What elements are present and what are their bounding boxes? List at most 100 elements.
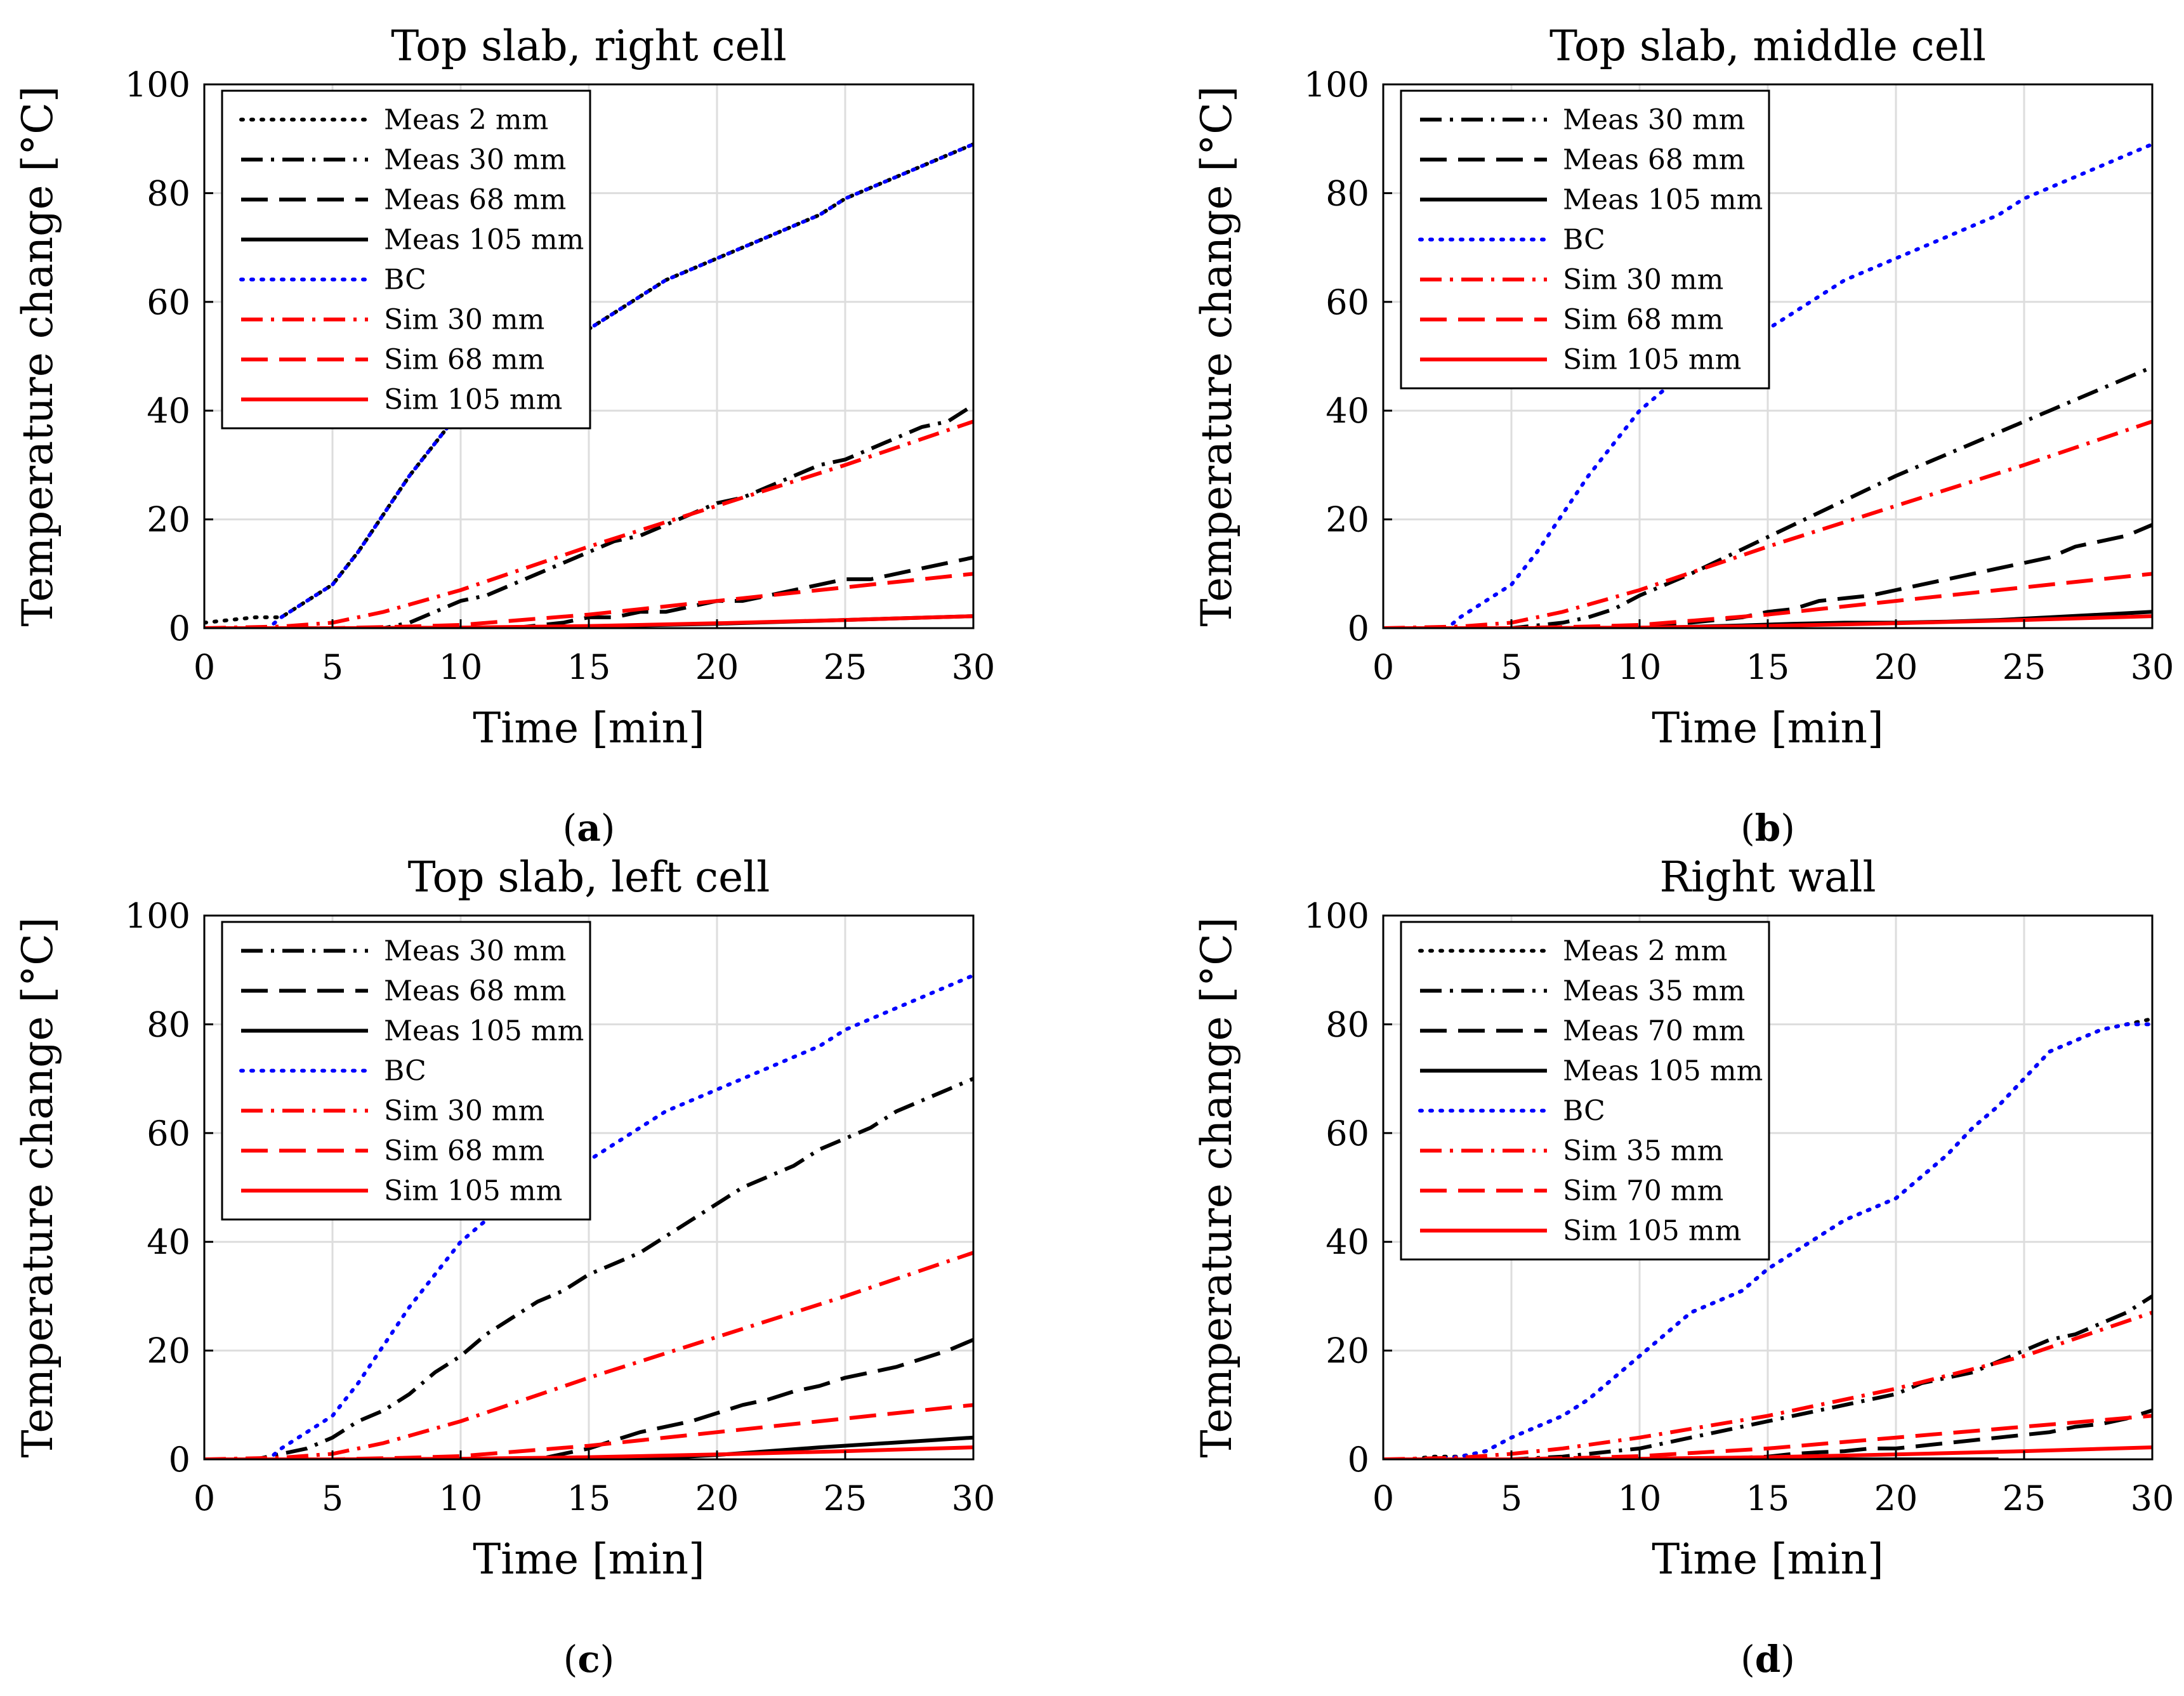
x-tick-label: 15 <box>567 1478 611 1518</box>
x-tick-label: 0 <box>1372 647 1394 687</box>
legend-label: Meas 70 mm <box>1563 1015 1745 1048</box>
series-line-sim-30-mm <box>1383 419 2152 628</box>
legend-label: Sim 105 mm <box>384 384 562 416</box>
legend: Meas 2 mm Meas 35 mm Meas 70 mm Meas 105 mm… <box>1400 921 1770 1261</box>
legend-label: Meas 105 mm <box>384 224 584 256</box>
y-tick-label: 60 <box>147 282 190 322</box>
legend-label: Sim 30 mm <box>384 304 544 336</box>
y-tick-label: 0 <box>1348 1440 1369 1480</box>
series-line-meas-30-mm <box>204 404 973 628</box>
caption-close-paren: ) <box>1780 1638 1795 1681</box>
x-tick-label: 5 <box>1501 1478 1522 1518</box>
legend: Meas 30 mm Meas 68 mm Meas 105 mm BC Sim 30 … <box>221 921 591 1221</box>
x-axis-label: Time [min] <box>473 704 704 753</box>
series-line-meas-68-mm <box>204 1338 973 1459</box>
x-tick-label: 25 <box>2003 1478 2046 1518</box>
x-tick-label: 25 <box>824 647 867 687</box>
x-tick-label: 0 <box>194 1478 215 1518</box>
y-tick-label: 60 <box>1326 282 1369 322</box>
legend-label: Sim 105 mm <box>1563 1215 1741 1247</box>
legend-label: BC <box>1563 1095 1605 1127</box>
x-tick-label: 5 <box>1501 647 1522 687</box>
caption-letter: d <box>1755 1638 1781 1681</box>
caption-close-paren: ) <box>600 1638 615 1681</box>
panel-caption: (a) <box>563 806 615 850</box>
legend-label: Sim 70 mm <box>1563 1175 1723 1207</box>
legend: Meas 2 mm Meas 30 mm Meas 68 mm Meas 105 mm… <box>221 89 591 430</box>
y-tick-label: 80 <box>147 1004 190 1044</box>
caption-letter: b <box>1755 806 1781 850</box>
x-tick-label: 30 <box>952 647 996 687</box>
caption-open-paren: ( <box>563 1638 578 1681</box>
series-line-sim-70-mm <box>1383 1414 2152 1459</box>
legend-label: Sim 105 mm <box>1563 344 1741 376</box>
x-tick-label: 10 <box>439 647 483 687</box>
caption-open-paren: ( <box>563 806 577 850</box>
series-line-bc <box>1383 1022 2152 1459</box>
y-tick-label: 100 <box>125 896 190 936</box>
legend-label: Sim 68 mm <box>384 344 544 376</box>
legend-label: Meas 68 mm <box>384 184 566 216</box>
caption-close-paren: ) <box>1780 806 1795 850</box>
y-axis-label: Temperature change [°C] <box>1192 86 1241 627</box>
y-axis-label: Temperature change [°C] <box>1192 917 1241 1458</box>
x-tick-label: 10 <box>1618 647 1662 687</box>
series-line-sim-68-mm <box>204 572 973 628</box>
legend-label: Meas 30 mm <box>384 935 566 968</box>
panel-caption: (c) <box>563 1638 615 1681</box>
y-tick-label: 40 <box>147 1222 190 1262</box>
y-tick-label: 0 <box>169 1440 190 1480</box>
legend-label: Sim 30 mm <box>384 1095 544 1127</box>
y-tick-label: 80 <box>1326 173 1369 213</box>
series-line-sim-68-mm <box>204 1403 973 1459</box>
y-tick-label: 60 <box>147 1114 190 1154</box>
y-tick-label: 20 <box>147 1331 190 1371</box>
series-line-sim-35-mm <box>1383 1310 2152 1459</box>
x-tick-label: 15 <box>1746 1478 1790 1518</box>
series-line-sim-68-mm <box>1383 572 2152 628</box>
x-tick-label: 10 <box>439 1478 483 1518</box>
series-line-meas-30-mm <box>204 1077 973 1459</box>
legend-label: Meas 30 mm <box>1563 104 1745 136</box>
y-axis-label: Temperature change [°C] <box>13 86 62 627</box>
panel-caption: (b) <box>1740 806 1795 850</box>
y-tick-label: 20 <box>147 500 190 540</box>
y-tick-label: 40 <box>1326 391 1369 431</box>
x-tick-label: 25 <box>824 1478 867 1518</box>
x-tick-label: 5 <box>322 1478 343 1518</box>
series-line-meas-35-mm <box>1383 1294 2152 1459</box>
y-tick-label: 80 <box>1326 1004 1369 1044</box>
panel-caption: (d) <box>1740 1638 1795 1681</box>
x-tick-label: 15 <box>567 647 611 687</box>
caption-open-paren: ( <box>1740 806 1755 850</box>
caption-letter: c <box>577 1638 600 1681</box>
y-tick-label: 100 <box>1304 896 1369 936</box>
x-tick-label: 5 <box>322 647 343 687</box>
panel-title: Top slab, middle cell <box>1549 22 1986 70</box>
legend-label: BC <box>384 264 426 296</box>
x-tick-label: 20 <box>695 1478 739 1518</box>
legend-label: Meas 68 mm <box>384 975 566 1008</box>
legend-box <box>221 89 591 430</box>
legend: Meas 30 mm Meas 68 mm Meas 105 mm BC Sim 30 … <box>1400 89 1770 390</box>
y-tick-label: 20 <box>1326 500 1369 540</box>
x-tick-label: 20 <box>1874 1478 1918 1518</box>
panel-b: Top slab, middle cell 0 5 10 15 20 25 30 0 20 40 60… <box>1192 22 2174 850</box>
panel-c: Top slab, left cell 0 5 10 15 20 25 30 0 20 40 60 80… <box>13 853 995 1681</box>
panel-title: Top slab, right cell <box>391 22 787 70</box>
x-axis-label: Time [min] <box>473 1535 704 1584</box>
series-line-meas-70-mm <box>1383 1409 2152 1459</box>
legend-label: Meas 105 mm <box>1563 1055 1763 1088</box>
series-line-sim-30-mm <box>204 1251 973 1459</box>
y-tick-label: 40 <box>147 391 190 431</box>
caption-letter: a <box>577 806 601 850</box>
y-tick-label: 60 <box>1326 1114 1369 1154</box>
y-tick-label: 20 <box>1326 1331 1369 1371</box>
y-tick-label: 0 <box>169 608 190 648</box>
legend-label: BC <box>384 1055 426 1088</box>
x-tick-label: 30 <box>2131 647 2174 687</box>
legend-label: Sim 68 mm <box>1563 304 1723 336</box>
legend-label: Meas 35 mm <box>1563 975 1745 1008</box>
x-tick-label: 20 <box>695 647 739 687</box>
x-axis-label: Time [min] <box>1652 704 1883 753</box>
